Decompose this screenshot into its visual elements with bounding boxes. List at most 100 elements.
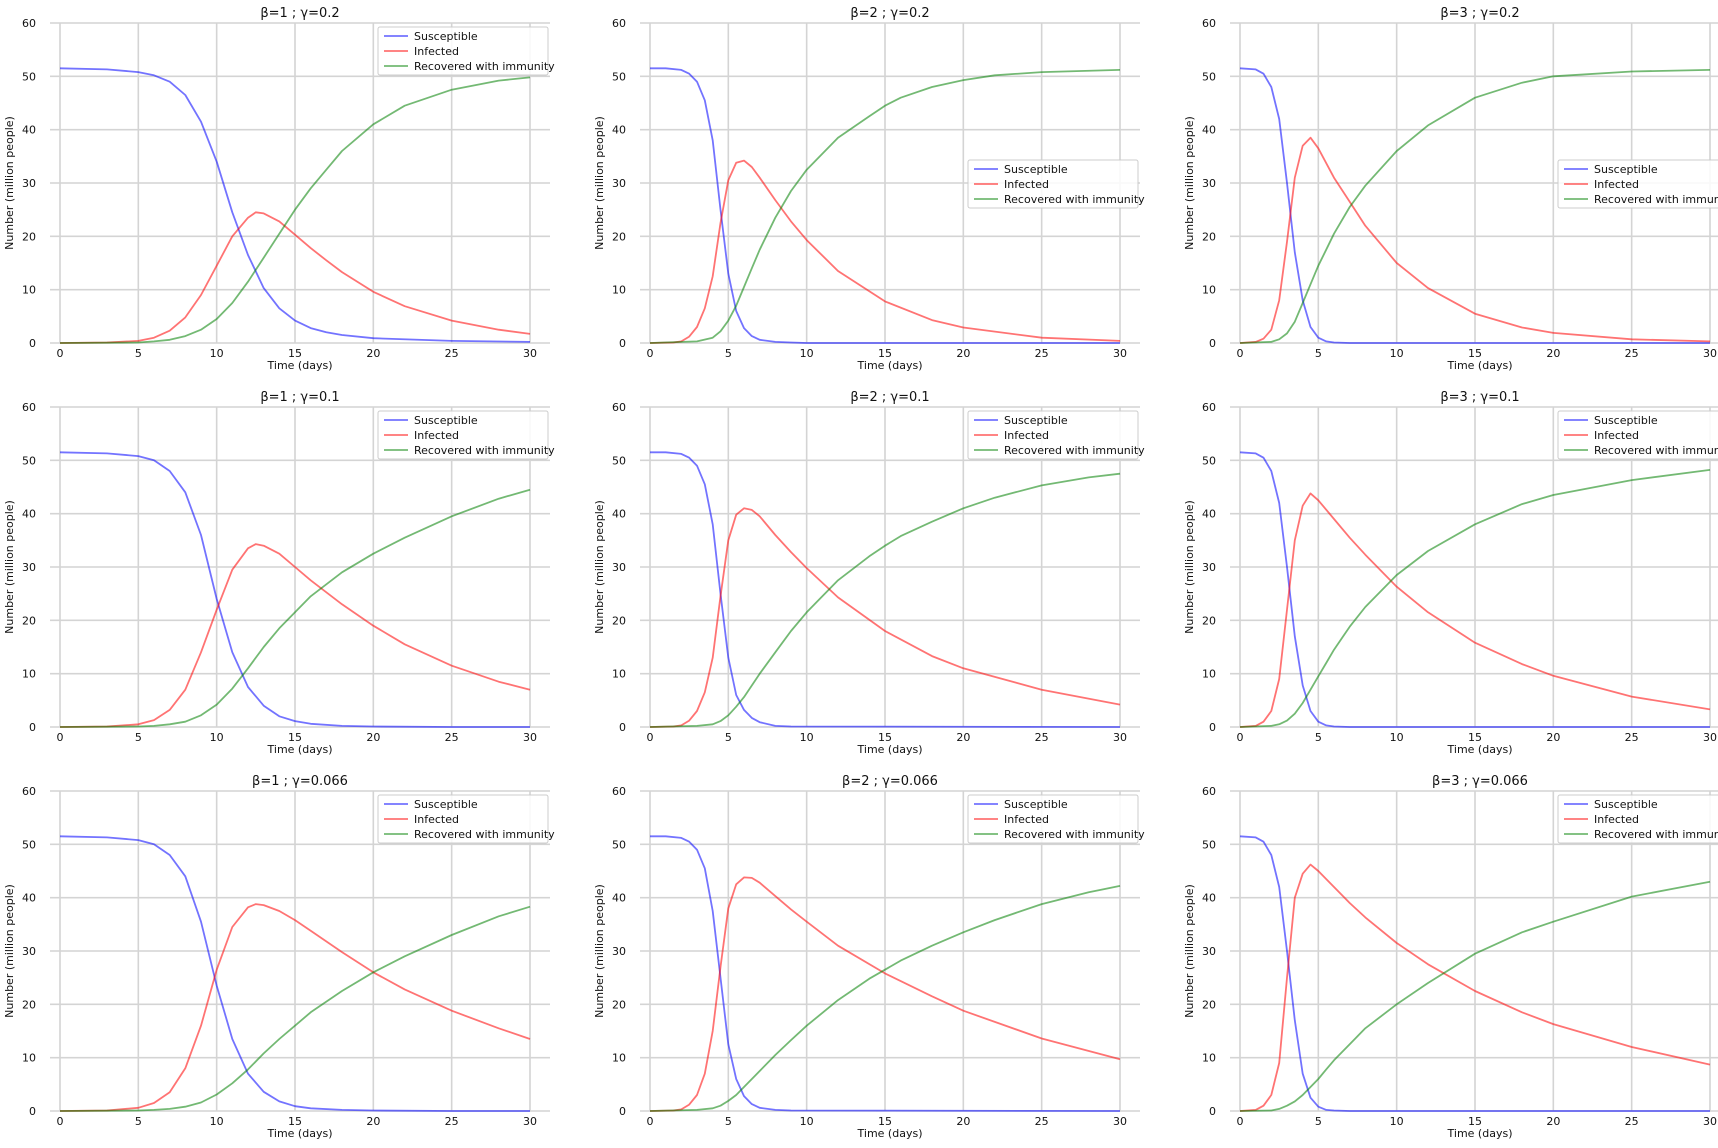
y-tick-label: 10: [612, 668, 626, 681]
x-tick-label: 5: [1315, 347, 1322, 360]
y-tick-label: 20: [612, 230, 626, 243]
x-tick-label: 15: [878, 731, 892, 744]
x-tick-label: 20: [1546, 1115, 1560, 1128]
y-tick-label: 60: [1202, 785, 1216, 798]
chart-svg: 0 5 10 15 20 25 30 0 10 20 30 40 50 60 β=2 ; γ=0.066 Ti…: [593, 774, 1145, 1140]
y-tick-label: 0: [29, 1105, 36, 1118]
series-line-infected: [59, 903, 531, 1112]
x-tick-label: 5: [725, 1115, 732, 1128]
chart-panel: 0 5 10 15 20 25 30 0 10 20 30 40 50 60 β=1 ; γ=0.066 Ti…: [0, 768, 590, 1148]
x-tick-label: 10: [210, 347, 224, 360]
x-tick-label: 25: [1035, 347, 1049, 360]
legend-label: Susceptible: [414, 414, 478, 427]
y-tick-label: 50: [1202, 70, 1216, 83]
x-axis-label: Time (days): [267, 359, 333, 372]
series-line-infected: [649, 876, 1121, 1112]
series-line-recovered-with-immunity: [1239, 880, 1711, 1112]
x-tick-label: 0: [1237, 347, 1244, 360]
legend: Susceptible Infected Recovered with immuni…: [967, 794, 1145, 844]
y-tick-label: 30: [612, 561, 626, 574]
chart-title: β=1 ; γ=0.2: [260, 6, 339, 21]
y-tick-label: 20: [1202, 614, 1216, 627]
series-line-susceptible: [650, 451, 1121, 728]
chart-svg: 0 5 10 15 20 25 30 0 10 20 30 40 50 60 β=3 ; γ=0.066 Ti…: [1183, 774, 1718, 1140]
y-tick-label: 40: [22, 124, 36, 137]
y-tick-label: 20: [1202, 998, 1216, 1011]
series-line-infected: [1239, 136, 1711, 344]
chart-panel: 0 5 10 15 20 25 30 0 10 20 30 40 50 60 β=2 ; γ=0.1 Time…: [590, 384, 1180, 764]
x-tick-label: 5: [1315, 1115, 1322, 1128]
y-tick-label: 40: [22, 508, 36, 521]
legend-box: [1557, 410, 1718, 460]
y-axis-label: Number (million people): [3, 500, 16, 634]
chart-panel: 0 5 10 15 20 25 30 0 10 20 30 40 50 60 β=3 ; γ=0.066 Ti…: [1180, 768, 1718, 1148]
series-line-infected: [59, 211, 531, 344]
x-tick-label: 25: [445, 731, 459, 744]
legend-label: Susceptible: [1004, 414, 1068, 427]
x-tick-label: 30: [523, 347, 537, 360]
series-line-infected: [649, 159, 1121, 344]
series-line-recovered-with-immunity: [649, 885, 1121, 1112]
x-tick-label: 20: [956, 347, 970, 360]
legend-label: Infected: [1594, 813, 1639, 826]
x-tick-label: 30: [1703, 347, 1717, 360]
x-tick-label: 25: [1035, 1115, 1049, 1128]
legend-label: Infected: [414, 813, 459, 826]
y-tick-label: 0: [1209, 721, 1216, 734]
y-tick-label: 40: [612, 124, 626, 137]
y-tick-label: 0: [619, 1105, 626, 1118]
legend-label: Susceptible: [1594, 798, 1658, 811]
y-tick-label: 0: [619, 721, 626, 734]
x-tick-label: 5: [135, 1115, 142, 1128]
y-tick-label: 30: [1202, 945, 1216, 958]
legend-box: [1557, 159, 1718, 209]
legend-label: Recovered with immunity: [414, 444, 555, 457]
series-line-recovered-with-immunity: [59, 905, 531, 1112]
x-tick-label: 10: [1390, 1115, 1404, 1128]
chart-title: β=3 ; γ=0.2: [1440, 6, 1519, 21]
x-tick-label: 25: [1035, 731, 1049, 744]
x-tick-label: 15: [288, 347, 302, 360]
legend: Susceptible Infected Recovered with immuni…: [377, 794, 555, 844]
legend-label: Recovered with immunity: [1594, 444, 1718, 457]
x-tick-label: 0: [647, 347, 654, 360]
x-tick-label: 5: [135, 731, 142, 744]
x-tick-label: 10: [210, 1115, 224, 1128]
y-tick-label: 20: [612, 998, 626, 1011]
x-tick-label: 25: [445, 1115, 459, 1128]
y-tick-label: 30: [22, 561, 36, 574]
legend-label: Susceptible: [1594, 414, 1658, 427]
y-tick-label: 40: [1202, 892, 1216, 905]
x-tick-label: 20: [366, 347, 380, 360]
legend-label: Susceptible: [1004, 798, 1068, 811]
x-tick-label: 10: [800, 1115, 814, 1128]
y-tick-label: 0: [1209, 337, 1216, 350]
x-tick-label: 30: [1113, 731, 1127, 744]
y-tick-label: 0: [29, 337, 36, 350]
x-tick-label: 25: [1625, 1115, 1639, 1128]
y-tick-label: 0: [1209, 1105, 1216, 1118]
y-tick-label: 20: [612, 614, 626, 627]
series-line-recovered-with-immunity: [59, 76, 531, 344]
y-tick-label: 20: [22, 230, 36, 243]
chart-panel: 0 5 10 15 20 25 30 0 10 20 30 40 50 60 β=3 ; γ=0.1 Time…: [1180, 384, 1718, 764]
legend-label: Infected: [414, 45, 459, 58]
y-tick-label: 40: [612, 508, 626, 521]
legend: Susceptible Infected Recovered with immuni…: [1557, 410, 1718, 460]
y-axis-label: Number (million people): [3, 116, 16, 250]
legend-label: Recovered with immunity: [1594, 828, 1718, 841]
y-tick-label: 10: [22, 1052, 36, 1065]
y-axis-label: Number (million people): [1183, 884, 1196, 1018]
series-line-recovered-with-immunity: [649, 69, 1121, 344]
legend-label: Infected: [1004, 813, 1049, 826]
legend-label: Recovered with immunity: [414, 60, 555, 73]
chart-title: β=1 ; γ=0.066: [252, 774, 348, 789]
legend: Susceptible Infected Recovered with immuni…: [967, 410, 1145, 460]
legend-box: [377, 26, 549, 76]
series-line-susceptible: [650, 835, 1121, 1112]
legend: Susceptible Infected Recovered with immuni…: [1557, 794, 1718, 844]
y-axis-label: Number (million people): [1183, 116, 1196, 250]
x-tick-label: 5: [1315, 731, 1322, 744]
x-tick-label: 0: [57, 731, 64, 744]
